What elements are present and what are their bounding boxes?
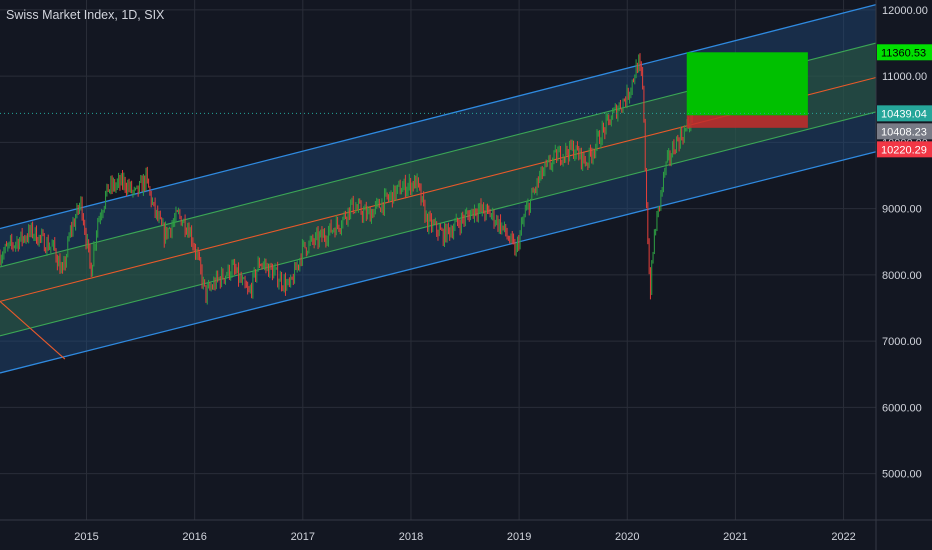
chart-title: Swiss Market Index, 1D, SIX	[6, 8, 165, 22]
price-label-badge	[877, 44, 932, 61]
x-tick-label: 2015	[74, 531, 98, 543]
stop-zone	[686, 115, 808, 128]
target-zone	[686, 52, 808, 116]
x-tick-label: 2018	[399, 531, 423, 543]
channel-inner-lower-line	[0, 111, 877, 337]
price-label-badge	[877, 105, 932, 122]
x-tick-label: 2019	[507, 531, 531, 543]
y-tick-label: 9000.00	[882, 204, 922, 216]
channel-upper-line	[0, 4, 877, 230]
price-label-badge	[877, 123, 932, 140]
y-tick-label: 7000.00	[882, 336, 922, 348]
y-tick-label: 12000.00	[882, 5, 928, 17]
x-tick-label: 2020	[615, 531, 639, 543]
price-label-text: 10439.04	[881, 108, 927, 120]
channel-anchor-line	[0, 300, 66, 360]
price-label-text: 10220.29	[881, 144, 927, 156]
x-tick-label: 2016	[182, 531, 206, 543]
x-tick-label: 2021	[723, 531, 747, 543]
price-label-text: 11360.53	[881, 47, 926, 59]
y-tick-label: 6000.00	[882, 402, 922, 414]
y-tick-label: 5000.00	[882, 469, 922, 481]
y-tick-label: 11000.00	[882, 71, 927, 83]
y-tick-label: 8000.00	[882, 270, 922, 282]
candlestick-series	[0, 53, 693, 305]
x-tick-label: 2017	[291, 531, 315, 543]
channel-lower-line	[0, 151, 877, 374]
x-tick-label: 2022	[831, 531, 855, 543]
price-label-badge	[877, 141, 932, 158]
price-label-text: 10408.23	[881, 126, 927, 138]
